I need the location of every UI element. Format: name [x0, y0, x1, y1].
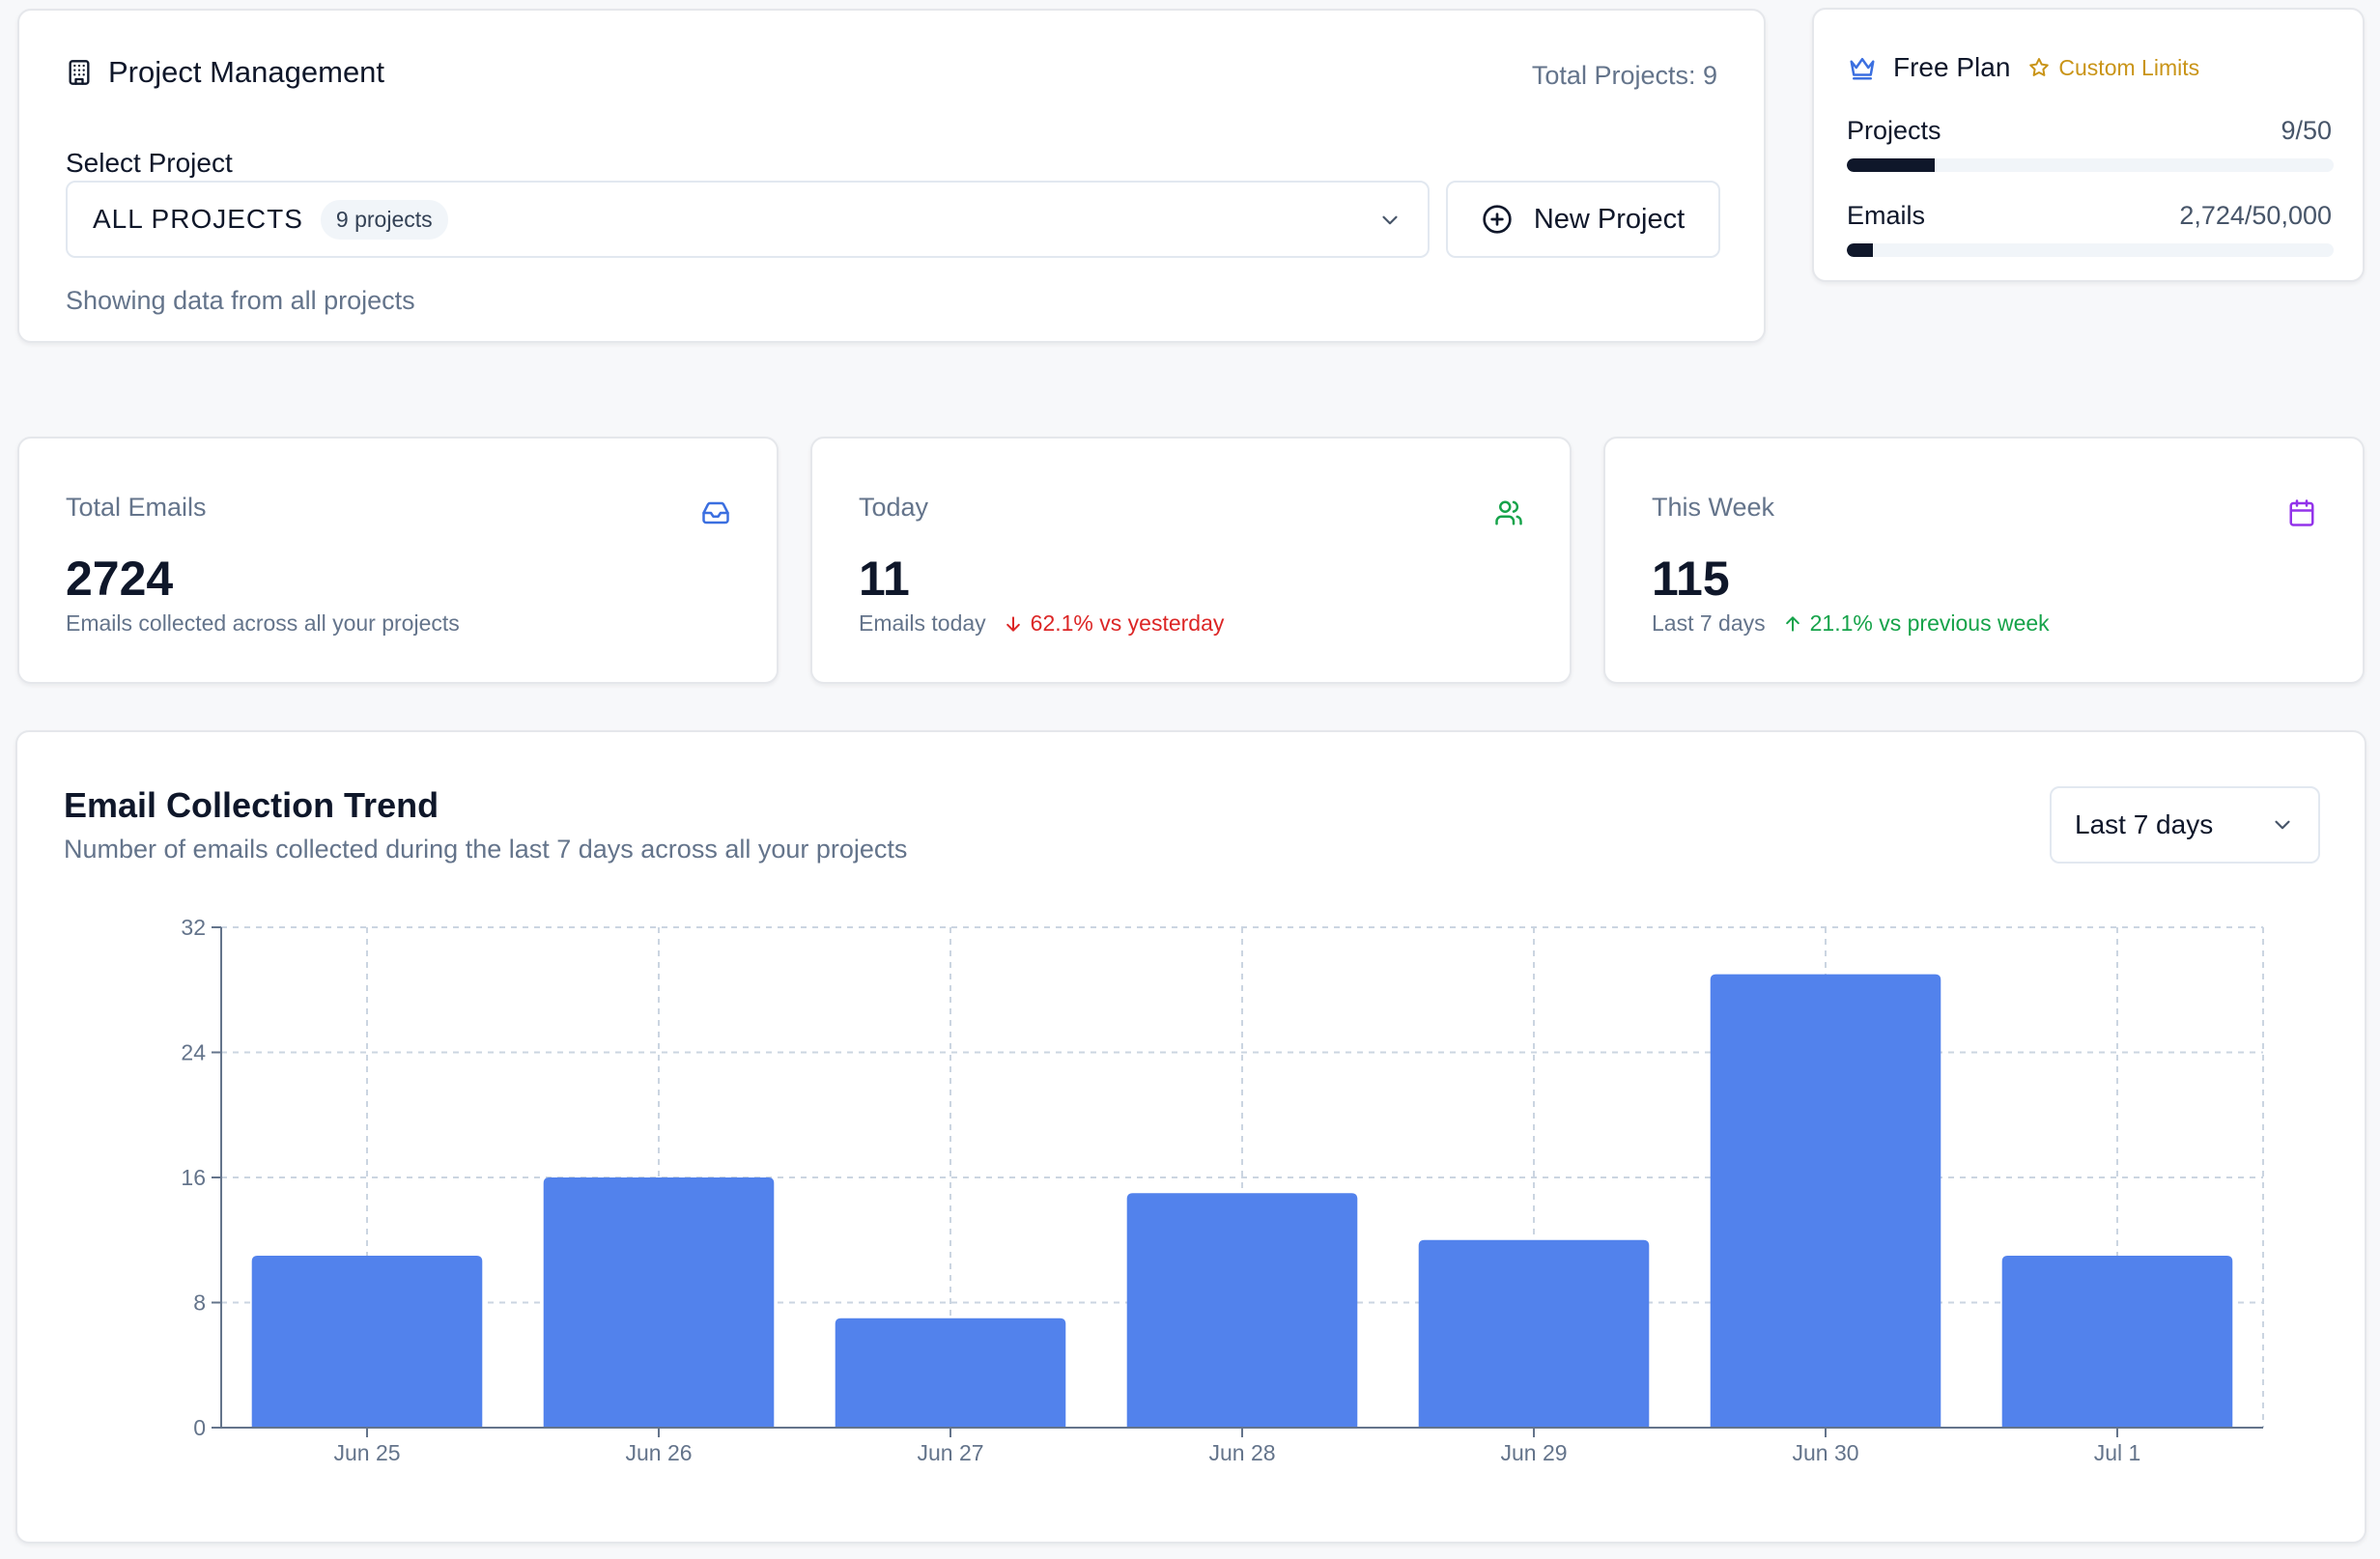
date-range-select[interactable]: Last 7 days [2050, 786, 2320, 864]
stat-subtitle-text: Last 7 days [1652, 610, 1766, 636]
y-tick-label: 0 [193, 1415, 206, 1440]
projects-usage-value: 9/50 [2281, 116, 2332, 145]
select-project-label: Select Project [66, 148, 233, 178]
project-count-badge: 9 projects [320, 199, 448, 240]
project-select-dropdown[interactable]: ALL PROJECTS 9 projects [66, 181, 1430, 258]
chart-bar [1710, 974, 1941, 1428]
week-emails-card: This Week 115 Last 7 days 21.1% vs previ… [1603, 437, 2365, 684]
project-management-header: Project Management [66, 55, 384, 90]
stat-value: 11 [859, 552, 910, 606]
project-management-card: Project Management Total Projects: 9 Sel… [17, 9, 1766, 343]
chart-bar [2001, 1255, 2233, 1428]
chevron-down-icon [1377, 208, 1402, 233]
total-emails-card: Total Emails 2724 Emails collected acros… [17, 437, 779, 684]
emails-usage-bar [1847, 243, 2334, 257]
selected-project-value: ALL PROJECTS [93, 204, 303, 234]
trend-indicator: 21.1% vs previous week [1783, 610, 2050, 637]
y-tick-label: 16 [181, 1165, 206, 1190]
arrow-up-icon [1783, 614, 1802, 634]
date-range-value: Last 7 days [2075, 809, 2214, 839]
chart-bar [251, 1255, 483, 1428]
x-tick-label: Jun 27 [917, 1440, 983, 1465]
plus-circle-icon [1482, 204, 1513, 235]
stat-title: Total Emails [66, 493, 207, 522]
y-tick-label: 32 [181, 915, 206, 940]
x-tick-label: Jun 28 [1208, 1440, 1275, 1465]
calendar-icon [2287, 498, 2316, 527]
emails-usage-label: Emails [1847, 201, 1926, 230]
stat-title: This Week [1652, 493, 1775, 522]
inbox-icon [701, 498, 730, 527]
emails-usage-fill [1847, 243, 1874, 257]
arrow-down-icon [1004, 614, 1023, 634]
custom-limits-label: Custom Limits [2058, 54, 2200, 80]
star-icon [2027, 56, 2051, 79]
new-project-label: New Project [1533, 203, 1686, 235]
x-tick-label: Jun 25 [333, 1440, 400, 1465]
building-icon [66, 58, 93, 87]
trend-indicator: 62.1% vs yesterday [1004, 610, 1225, 637]
projects-usage-bar [1847, 158, 2334, 172]
stat-value: 115 [1652, 552, 1730, 606]
stat-subtitle: Last 7 days 21.1% vs previous week [1652, 610, 2050, 637]
new-project-button[interactable]: New Project [1446, 181, 1720, 258]
trend-text: 21.1% vs previous week [1809, 610, 2050, 636]
data-scope-note: Showing data from all projects [66, 286, 415, 315]
chart-title: Email Collection Trend [64, 785, 439, 825]
y-tick-label: 24 [181, 1040, 206, 1065]
chart-bar [1418, 1239, 1650, 1428]
chart-bar [835, 1318, 1066, 1428]
chart-bar [543, 1177, 775, 1428]
stat-title: Today [859, 493, 929, 522]
crown-icon [1847, 53, 1878, 82]
stat-value: 2724 [66, 552, 174, 606]
stat-subtitle-text: Emails collected across all your project… [66, 610, 460, 636]
plan-header: Free Plan Custom Limits [1847, 52, 2199, 83]
chart-bar [1126, 1193, 1358, 1428]
projects-usage-label: Projects [1847, 116, 1941, 145]
chevron-down-icon [2270, 812, 2295, 837]
x-tick-label: Jun 30 [1792, 1440, 1858, 1465]
total-projects-count: Total Projects: 9 [1531, 61, 1717, 90]
emails-usage-value: 2,724/50,000 [2179, 201, 2332, 230]
stat-subtitle: Emails today 62.1% vs yesterday [859, 610, 1224, 637]
custom-limits-badge: Custom Limits [2027, 55, 2199, 81]
email-trend-chart-card: 0 8 16 24 32 Jun 25 Jun 26 Jun 27 Jun 28 Jun 29 Ju… [15, 730, 2366, 1544]
x-tick-label: Jul 1 [2094, 1440, 2141, 1465]
y-tick-label: 8 [193, 1290, 206, 1316]
plan-name: Free Plan [1893, 52, 2011, 82]
plan-card: Free Plan Custom Limits Projects 9/50 Em… [1812, 8, 2365, 282]
projects-usage-fill [1847, 158, 1935, 172]
page-title: Project Management [108, 55, 385, 89]
today-emails-card: Today 11 Emails today 62.1% vs yesterday [810, 437, 1572, 684]
x-tick-label: Jun 29 [1500, 1440, 1567, 1465]
x-tick-label: Jun 26 [625, 1440, 692, 1465]
trend-text: 62.1% vs yesterday [1030, 610, 1225, 636]
stat-subtitle: Emails collected across all your project… [66, 610, 460, 637]
stat-subtitle-text: Emails today [859, 610, 986, 636]
users-icon [1494, 498, 1523, 527]
email-trend-chart: 0 8 16 24 32 Jun 25 Jun 26 Jun 27 Jun 28 Jun 29 Ju… [181, 915, 2264, 1465]
chart-subtitle: Number of emails collected during the la… [64, 835, 908, 864]
